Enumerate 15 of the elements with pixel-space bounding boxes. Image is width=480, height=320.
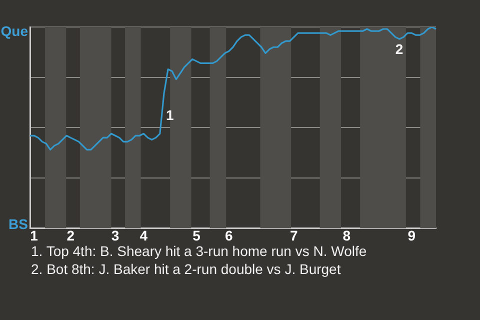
text: 1. Top 4th: B. Sheary hit a 3-run home run vs N. Wolfe	[31, 242, 367, 260]
text: Que	[0, 23, 28, 39]
x-tick-label: 6	[225, 227, 234, 244]
annotation: 2	[395, 41, 404, 58]
text: BS	[8, 216, 28, 232]
x-tick-label: 9	[408, 227, 416, 244]
x-tick-label: 4	[140, 227, 148, 244]
x-tick-label: 7	[290, 227, 298, 244]
x-tick-label: 3	[111, 227, 120, 244]
x-tick-label: 5	[192, 227, 201, 244]
x-tick-label: 2	[66, 227, 75, 244]
annotation: 1	[166, 107, 174, 124]
text: 2. Bot 8th: J. Baker hit a 2-run double vs J. Burget	[31, 260, 342, 278]
x-tick-label: 1	[30, 227, 38, 244]
x-tick-label: 8	[342, 227, 351, 244]
